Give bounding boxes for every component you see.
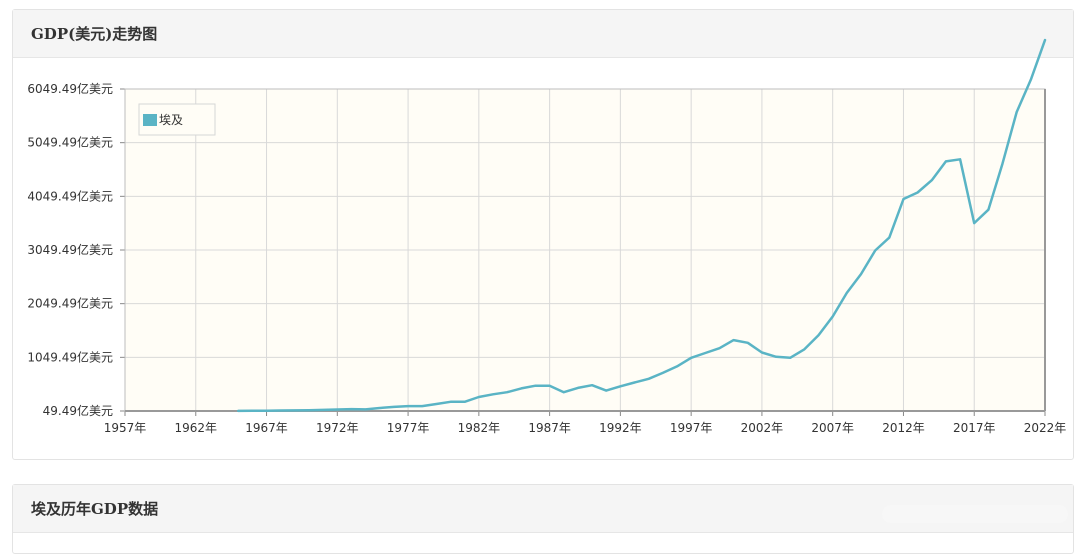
y-tick-label: 49.49亿美元 xyxy=(43,403,113,418)
gdp-trend-panel-header: GDP(美元)走势图 xyxy=(13,10,1073,58)
y-tick-label: 3049.49亿美元 xyxy=(27,242,113,257)
gdp-trend-title: GDP(美元)走势图 xyxy=(31,25,158,43)
x-tick-label: 1997年 xyxy=(670,421,713,435)
y-tick-label: 6049.49亿美元 xyxy=(27,81,113,96)
x-tick-label: 1972年 xyxy=(316,421,359,435)
x-tick-label: 1967年 xyxy=(245,421,288,435)
x-tick-label: 2017年 xyxy=(953,421,996,435)
watermark-logo xyxy=(882,505,1068,523)
x-tick-label: 1977年 xyxy=(387,421,430,435)
legend-label: 埃及 xyxy=(159,113,183,127)
x-tick-label: 2022年 xyxy=(1024,421,1067,435)
x-tick-label: 1987年 xyxy=(528,421,571,435)
series-line-0 xyxy=(236,38,1047,413)
x-tick-label: 2012年 xyxy=(882,421,925,435)
legend-swatch xyxy=(143,114,157,126)
x-tick-label: 2002年 xyxy=(741,421,784,435)
x-tick-label: 1962年 xyxy=(174,421,217,435)
y-tick-label: 4049.49亿美元 xyxy=(27,188,113,203)
x-tick-label: 1992年 xyxy=(599,421,642,435)
y-tick-label: 2049.49亿美元 xyxy=(27,296,113,311)
y-tick-label: 5049.49亿美元 xyxy=(27,135,113,150)
x-tick-label: 1982年 xyxy=(458,421,501,435)
y-tick-label: 1049.49亿美元 xyxy=(27,349,113,364)
gdp-history-title: 埃及历年GDP数据 xyxy=(31,500,159,518)
x-tick-label: 2007年 xyxy=(811,421,854,435)
x-tick-label: 1957年 xyxy=(104,421,147,435)
